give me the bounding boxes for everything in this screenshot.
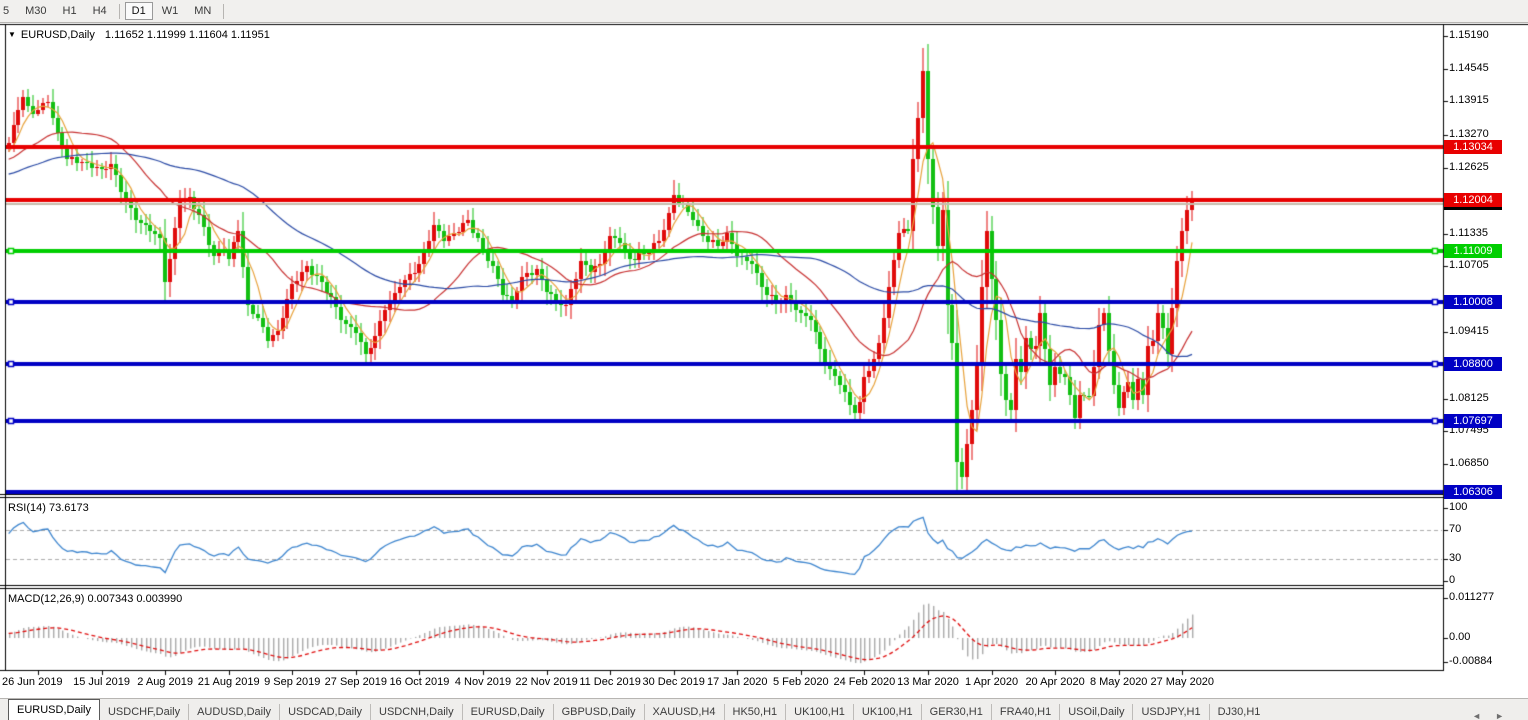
chart-tab-xauusd-h4[interactable]: XAUUSD,H4 (643, 704, 724, 720)
symbol-dropdown-icon[interactable]: ▼ (8, 30, 16, 39)
timeframe-button-h1[interactable]: H1 (62, 5, 77, 17)
chart-tab-uk100-h1[interactable]: UK100,H1 (785, 704, 853, 720)
timeframe-button-w1[interactable]: W1 (161, 5, 179, 17)
chart-tab-gbpusd-daily[interactable]: GBPUSD,Daily (552, 704, 644, 720)
chart-tab-fra40-h1[interactable]: FRA40,H1 (990, 704, 1059, 720)
chart-tab-eurusd-daily[interactable]: EURUSD,Daily (8, 699, 100, 720)
timeframe-button-5[interactable]: 5 (3, 5, 10, 17)
chart-tab-hk50-h1[interactable]: HK50,H1 (723, 704, 786, 720)
timeframe-button-m30[interactable]: M30 (25, 5, 47, 17)
chart-tab-usdcnh-daily[interactable]: USDCNH,Daily (370, 704, 462, 720)
timeframe-button-mn[interactable]: MN (194, 5, 212, 17)
timeframe-toolbar: 5 M30 H1 H4 D1 W1 MN (0, 0, 1528, 23)
chart-tab-bar: EURUSD,Daily USDCHF,Daily AUDUSD,Daily USDC… (0, 698, 1528, 720)
toolbar-separator (223, 3, 225, 19)
tab-scroll-arrows[interactable]: ◄► (1472, 711, 1518, 720)
toolbar-separator (118, 3, 120, 19)
chart-tab-eurusd-daily[interactable]: EURUSD,Daily (461, 704, 553, 720)
chart-tab-usdchf-daily[interactable]: USDCHF,Daily (107, 706, 181, 718)
chart-tab-usdjpy-h1[interactable]: USDJPY,H1 (1132, 704, 1208, 720)
chart-ohlc-quotes: 1.11652 1.11999 1.11604 1.11951 (104, 29, 270, 41)
macd-indicator-label: MACD(12,26,9) 0.007343 0.003990 (8, 593, 183, 605)
chart-tab-usoil-daily[interactable]: USOil,Daily (1059, 704, 1132, 720)
chart-tab-usdcad-daily[interactable]: USDCAD,Daily (279, 704, 370, 720)
timeframe-button-d1[interactable]: D1 (124, 2, 153, 20)
chart-title: ▼ EURUSD,Daily 1.11652 1.11999 1.11604 1.1… (8, 29, 270, 41)
timeframe-button-h4[interactable]: H4 (92, 5, 107, 17)
chart-tab-uk100-h1[interactable]: UK100,H1 (852, 704, 921, 720)
chart-tab-ger30-h1[interactable]: GER30,H1 (920, 704, 991, 720)
chart-tab-dj30-h1[interactable]: DJ30,H1 (1208, 704, 1269, 720)
chart-symbol-period: EURUSD,Daily (20, 29, 95, 41)
rsi-indicator-label: RSI(14) 73.6173 (8, 502, 89, 514)
chart-tab-audusd-daily[interactable]: AUDUSD,Daily (188, 704, 279, 720)
